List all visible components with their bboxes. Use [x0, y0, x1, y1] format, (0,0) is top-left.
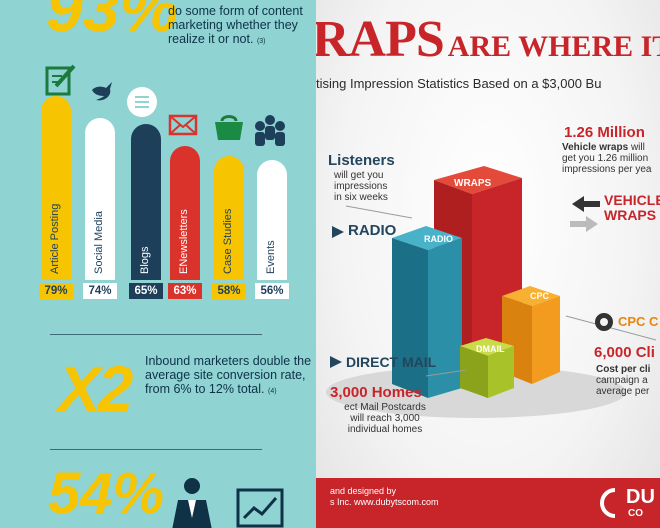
arrow-icon: [330, 356, 342, 368]
arrow-icon: [332, 226, 344, 238]
direct-mail-label: DIRECT MAIL: [346, 354, 437, 370]
bar-case-studies: [214, 156, 244, 280]
clicks-heading: 6,000 Cli: [594, 344, 655, 361]
cpc-label: CPC C: [618, 314, 659, 329]
radio-column-side: [392, 238, 428, 398]
bar-percent: 58%: [212, 283, 246, 299]
subtitle: tising Impression Statistics Based on a …: [316, 76, 602, 91]
bar-percent: 65%: [129, 283, 163, 299]
bird-icon: [92, 82, 112, 101]
chart-icon: [236, 488, 284, 528]
divider: [50, 449, 262, 450]
bar-label: Events: [265, 240, 277, 274]
footer-logo: DU CO: [600, 482, 660, 524]
bar-percent: 63%: [168, 283, 202, 299]
radio-block-label: RADIO: [424, 234, 453, 244]
people-icon: [255, 115, 285, 146]
bar-percent: 79%: [39, 283, 73, 299]
intro-text: do some form of content marketing whethe…: [168, 4, 303, 46]
content-marketing-infographic: 93% do some form of content marketing wh…: [0, 0, 316, 528]
bar-social-media: [85, 118, 115, 280]
chat-bubble-icon: [127, 87, 157, 117]
gear-icon: [595, 313, 613, 331]
listeners-heading: Listeners: [328, 152, 395, 169]
vehicle-wraps-infographic: RAPS ARE WHERE IT'S A tising Impression …: [316, 0, 660, 528]
top-stat: 93%: [46, 0, 179, 45]
bar-blogs: [131, 124, 161, 280]
logo-icon: [600, 488, 630, 518]
listeners-text: will get you impressions in six weeks: [334, 170, 388, 203]
divider: [50, 334, 262, 335]
bar-percent: 56%: [255, 283, 289, 299]
wraps-column-top: [434, 166, 522, 194]
dmail-column-front: [488, 346, 514, 398]
bar-label: Case Studies: [222, 208, 234, 274]
wraps-block-label: WRAPS: [454, 178, 492, 189]
dmail-column-side: [460, 346, 488, 398]
bar-label: Blogs: [139, 246, 151, 274]
bar-article-posting: [41, 96, 71, 280]
bar-enewsletters: [170, 146, 200, 280]
radio-column-top: [392, 226, 462, 250]
cpc-block-label: CPC: [530, 291, 550, 301]
inbound-text: Inbound marketers double the average sit…: [145, 354, 312, 396]
x2-stat: X2: [58, 353, 133, 425]
bottom-stat: 54%: [48, 461, 165, 526]
direct-mail-text: ect Mail Postcards will reach 3,000 indivi…: [344, 402, 426, 435]
cost-per-click-text: Cost per cli campaign a average per: [596, 364, 651, 397]
cpc-column-front: [532, 296, 560, 384]
million-heading: 1.26 Million: [564, 124, 645, 141]
vehicle-wraps-text: Vehicle wraps will get you 1.26 million …: [562, 142, 652, 175]
bar-label: ENewsletters: [178, 209, 190, 274]
briefcase-icon: [215, 115, 243, 140]
radio-column-front: [428, 238, 462, 398]
footer-bar: and designed by s Inc. www.dubytscom.com …: [316, 478, 660, 528]
main-title: RAPS ARE WHERE IT'S A: [316, 11, 660, 68]
bar-label: Social Media: [93, 211, 105, 274]
bar-events: [257, 160, 287, 280]
edit-icon: [45, 64, 76, 96]
bar-label: Article Posting: [49, 203, 61, 274]
businessman-icon: [172, 478, 212, 528]
footer-credit: and designed by s Inc. www.dubytscom.com: [330, 486, 439, 507]
vehicle-wraps-label: VEHICLE WRAPS: [604, 192, 660, 223]
dmail-block-label: DMAIL: [476, 344, 505, 354]
bar-percent: 74%: [83, 283, 117, 299]
bar-columns-3d: [326, 166, 657, 418]
homes-heading: 3,000 Homes: [330, 384, 422, 401]
radio-label: RADIO: [348, 222, 397, 239]
cpc-column-top: [502, 286, 560, 306]
envelope-icon: [168, 114, 198, 136]
dmail-column-top: [460, 338, 514, 356]
